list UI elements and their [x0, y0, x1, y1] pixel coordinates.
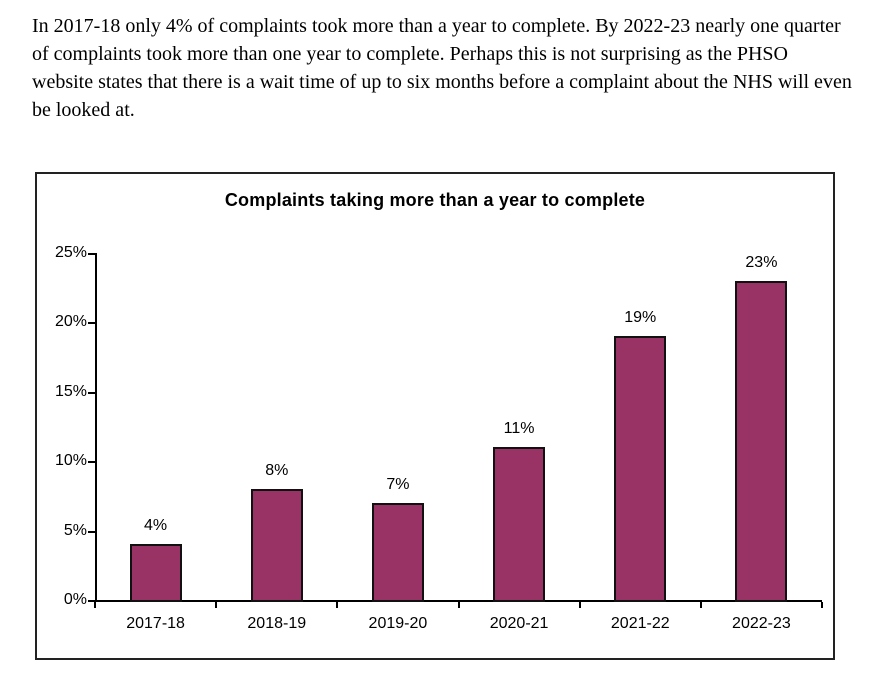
x-axis-tick	[821, 602, 823, 608]
y-axis-tick	[88, 391, 95, 394]
plot-area: 0% 5% 10% 15% 20% 25% 4% 2017-18 8% 2018-19 7% 2019…	[37, 174, 833, 658]
bar	[614, 336, 667, 602]
x-axis-category-label: 2017-18	[126, 615, 185, 632]
x-axis-tick	[94, 602, 96, 608]
y-axis-line	[95, 253, 97, 602]
chart-container: Complaints taking more than a year to co…	[35, 172, 835, 660]
x-axis-tick	[215, 602, 218, 608]
bar-value-label: 11%	[503, 420, 535, 438]
x-axis-category-label: 2021-22	[610, 615, 670, 632]
bar-value-label: 8%	[265, 461, 289, 479]
y-axis-tick	[88, 600, 95, 602]
bar-value-label: 7%	[386, 475, 410, 493]
y-axis-tick	[88, 253, 95, 255]
y-axis-label: 20%	[54, 313, 87, 331]
x-axis-category-label: 2019-20	[368, 615, 428, 632]
bar-value-label: 4%	[144, 517, 168, 535]
x-axis-tick	[457, 602, 460, 608]
bar-value-label: 19%	[624, 309, 657, 327]
bar	[371, 502, 424, 602]
y-axis-tick	[88, 461, 95, 464]
intro-paragraph: In 2017-18 only 4% of complaints took mo…	[32, 15, 852, 121]
x-axis-category-label: 2020-21	[489, 615, 549, 632]
bar	[129, 544, 182, 602]
x-axis-category-label: 2018-19	[247, 615, 307, 632]
y-axis-label: 5%	[63, 521, 87, 539]
y-axis-tick	[88, 530, 95, 533]
x-axis-line	[95, 600, 822, 602]
y-axis-label: 10%	[54, 452, 87, 470]
bar-value-label: 23%	[745, 253, 778, 271]
bar	[250, 488, 303, 602]
x-axis-tick	[336, 602, 339, 608]
y-axis-tick	[88, 322, 95, 325]
x-axis-tick	[578, 602, 581, 608]
y-axis-label: 0%	[63, 591, 87, 608]
y-axis-label: 25%	[54, 244, 87, 261]
x-axis-tick	[699, 602, 702, 608]
chart-title: Complaints taking more than a year to co…	[224, 190, 646, 210]
x-axis-category-label: 2022-23	[732, 615, 791, 632]
bar	[493, 447, 546, 602]
bar	[735, 280, 788, 602]
y-axis-label: 15%	[54, 382, 87, 400]
